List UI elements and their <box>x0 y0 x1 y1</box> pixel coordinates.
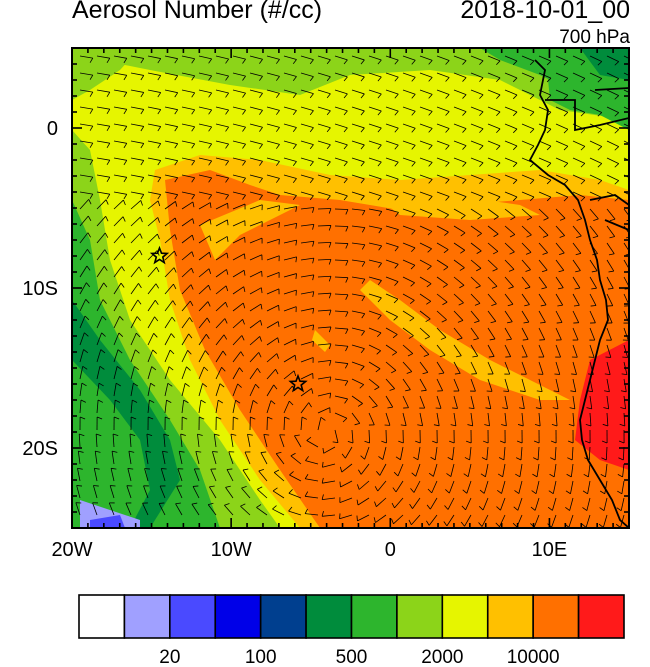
colorbar-label: 100 <box>245 647 277 667</box>
colorbar-swatch <box>123 594 171 639</box>
colorbar <box>78 594 625 639</box>
x-axis-labels: 20W 10W 0 10E <box>51 539 567 561</box>
x-tick-label: 20W <box>51 539 92 561</box>
wind-barbs <box>75 55 629 528</box>
y-tick-label: 10S <box>22 278 58 300</box>
x-tick-label: 10W <box>211 539 252 561</box>
coastline <box>528 59 629 528</box>
station-markers <box>149 245 308 393</box>
y-tick-label: 0 <box>47 118 58 140</box>
colorbar-swatch <box>486 594 534 639</box>
colorbar-swatch <box>259 594 307 639</box>
colorbar-label: 500 <box>336 647 368 667</box>
colorbar-label: 10000 <box>507 647 560 667</box>
star-marker-central <box>288 373 308 393</box>
map-datetime: 2018-10-01_00 <box>460 0 630 24</box>
star-marker-west <box>149 245 170 265</box>
x-tick-label: 0 <box>385 539 396 561</box>
y-tick-label: 20S <box>22 438 58 460</box>
colorbar-swatch <box>441 594 489 639</box>
x-tick-label: 10E <box>532 539 568 561</box>
map-title: Aerosol Number (#/cc) <box>72 0 323 24</box>
colorbar-swatch <box>169 594 217 639</box>
colorbar-label: 2000 <box>421 647 463 667</box>
colorbar-swatch <box>396 594 444 639</box>
y-axis-labels: 0 10S 20S <box>22 118 58 460</box>
axis-ticks <box>71 47 630 529</box>
colorbar-swatch <box>305 594 353 639</box>
colorbar-swatch <box>350 594 398 639</box>
colorbar-swatch <box>577 594 625 639</box>
colorbar-labels: 20 100 500 2000 10000 <box>159 647 559 667</box>
colorbar-label: 20 <box>159 647 180 667</box>
colorbar-swatch <box>214 594 262 639</box>
pressure-level-label: 700 hPa <box>559 27 630 48</box>
colorbar-swatch <box>532 594 580 639</box>
colorbar-swatch <box>78 594 126 639</box>
